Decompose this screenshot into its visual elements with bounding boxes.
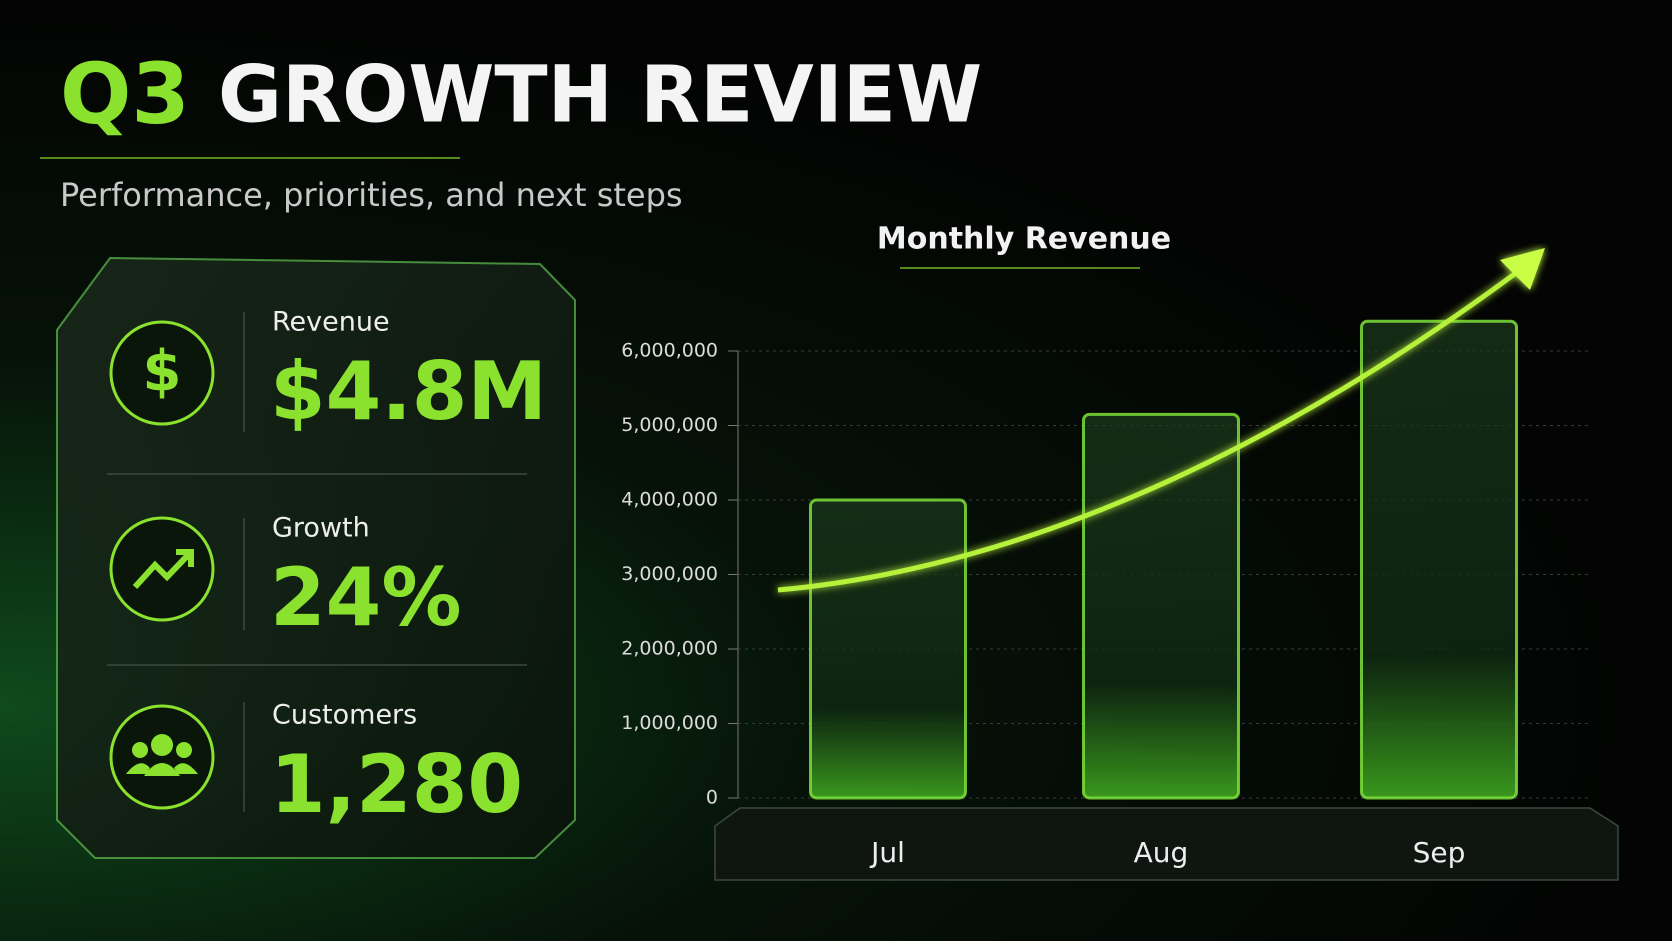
- title-accent: Q3: [60, 45, 190, 143]
- bar: [1360, 319, 1518, 800]
- kpi-icons: $: [109, 320, 215, 810]
- people-icon: [126, 734, 198, 776]
- y-tick-label: 1,000,000: [621, 712, 718, 734]
- kpi-value: 1,280: [270, 738, 523, 831]
- subtitle: Performance, priorities, and next steps: [60, 176, 683, 214]
- x-tick-label: Aug: [1134, 836, 1189, 869]
- kpi-label: Customers: [272, 700, 417, 731]
- platform: [714, 807, 1619, 881]
- title: GROWTH REVIEW: [218, 50, 982, 140]
- kpi-label: Growth: [272, 513, 370, 544]
- y-tick-label: 3,000,000: [621, 563, 718, 585]
- bar: [1082, 412, 1240, 800]
- y-tick-label: 5,000,000: [621, 414, 718, 436]
- trend-icon-head: [176, 549, 194, 567]
- chart-title: Monthly Revenue: [877, 222, 1171, 257]
- trend-arrow: [777, 267, 1522, 593]
- kpi-value: 24%: [270, 551, 461, 644]
- kpi-value: $4.8M: [270, 345, 547, 438]
- dollar-icon: $: [143, 339, 182, 404]
- trend-arrow-head: [1500, 248, 1545, 290]
- x-tick-label: Sep: [1413, 836, 1466, 869]
- y-tick-label: 2,000,000: [621, 638, 718, 660]
- x-tick-label: Jul: [869, 836, 905, 869]
- bar: [809, 498, 967, 800]
- trend-icon: [132, 550, 193, 590]
- y-tick-label: 6,000,000: [621, 340, 718, 362]
- kpi-label: Revenue: [272, 307, 390, 338]
- y-tick-label: 4,000,000: [621, 489, 718, 511]
- y-tick-label: 0: [706, 787, 718, 809]
